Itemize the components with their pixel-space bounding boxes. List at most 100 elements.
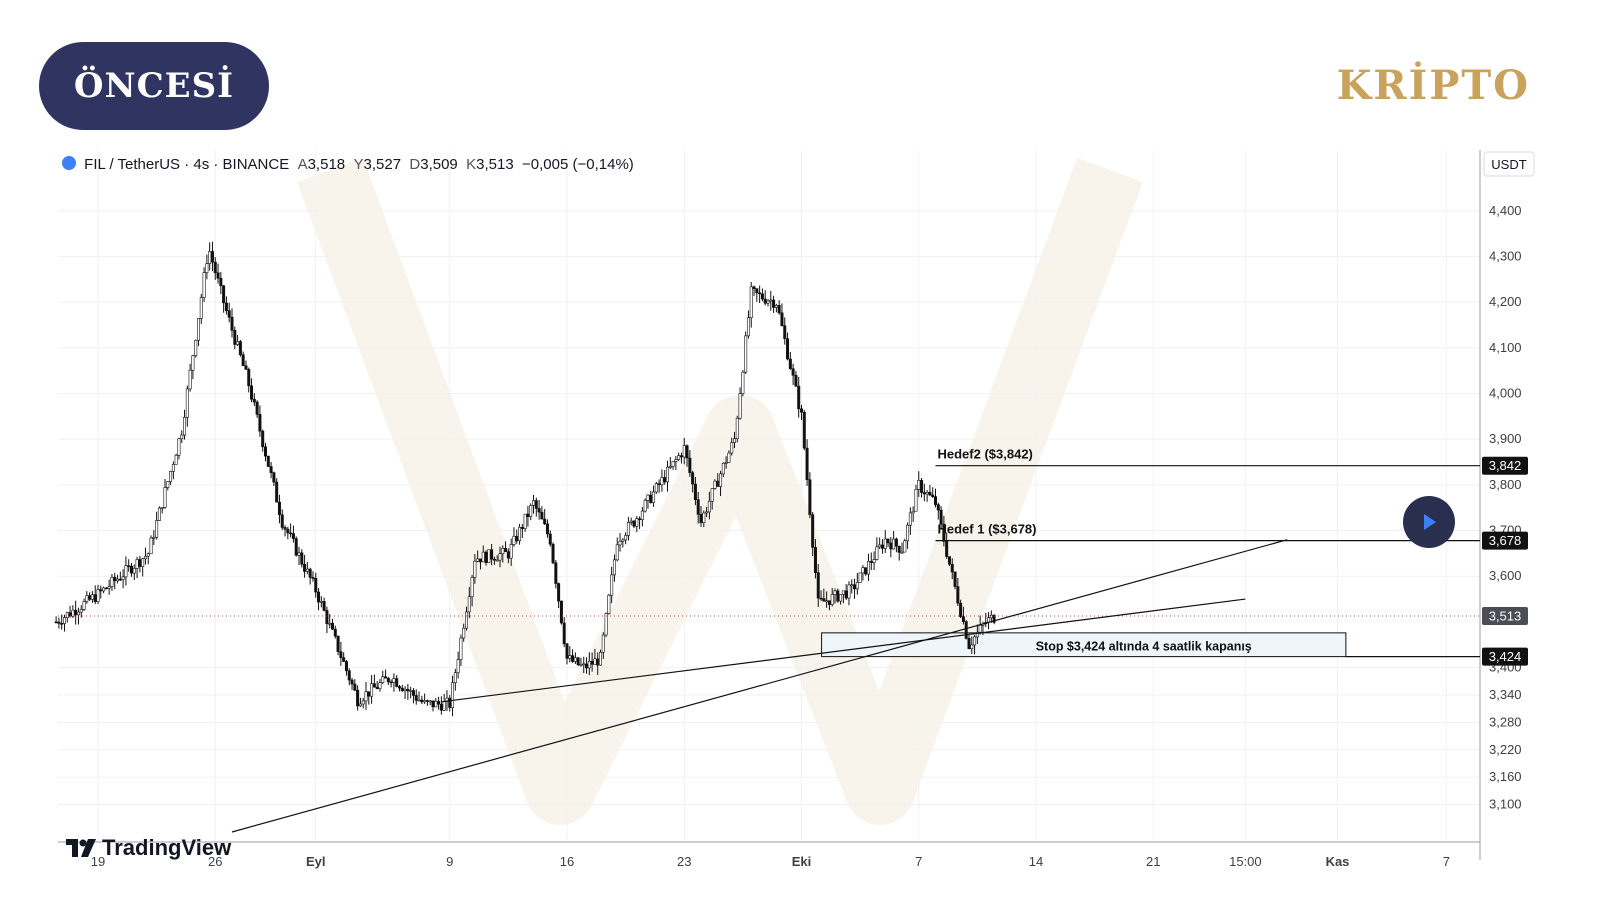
candle-body [464, 611, 468, 629]
play-button[interactable] [1403, 496, 1455, 548]
y-tick-label: 4,100 [1489, 340, 1522, 355]
symbol-label[interactable]: FIL / TetherUS · 4s · BINANCE [84, 156, 290, 173]
candle-body [138, 559, 142, 567]
candle-body [384, 676, 388, 679]
hedef2-label: Hedef2 ($3,842) [938, 447, 1033, 462]
candle-body [99, 589, 103, 592]
tradingview-logo[interactable]: TradingView [66, 835, 231, 861]
candle-body [297, 552, 301, 556]
candle-body [275, 481, 279, 503]
candle-body [744, 335, 748, 373]
candle-body [967, 638, 971, 650]
candle-body [735, 417, 739, 439]
candle-body [473, 560, 477, 578]
candle-body [520, 526, 524, 529]
candle-body [250, 385, 254, 400]
candle-body [682, 445, 686, 458]
candle-body [459, 637, 463, 660]
candle-body [883, 538, 887, 549]
candle-body [774, 305, 778, 308]
candle-body [693, 483, 697, 501]
candle-body [593, 658, 597, 665]
stop-price-tag [1482, 647, 1528, 666]
candle-body [732, 438, 736, 443]
candle-body [116, 578, 120, 582]
candle-body [721, 463, 725, 475]
candle-body [62, 617, 66, 624]
candle-body [839, 594, 843, 602]
candle-body [208, 251, 212, 264]
candle-body [395, 678, 399, 687]
candle-body [339, 651, 343, 658]
candle-body [317, 591, 321, 603]
candle-body [236, 341, 240, 345]
candle-body [805, 447, 809, 481]
candle-body [601, 634, 605, 653]
oncesi-badge: ÖNCESİ [39, 42, 269, 130]
candle-body [420, 699, 424, 703]
candle-body [353, 683, 357, 691]
candle-body [222, 285, 226, 304]
candle-body [328, 622, 332, 625]
candle-body [783, 325, 787, 339]
candle-body [763, 298, 767, 304]
upper-trendline [441, 598, 1246, 703]
candle-body [263, 446, 267, 457]
candle-body [213, 261, 217, 274]
candle-body [135, 559, 139, 569]
candle-body [330, 622, 334, 630]
candle-body [191, 355, 195, 371]
candle-body [531, 500, 535, 506]
y-tick-label: 4,400 [1489, 203, 1522, 218]
candle-body [266, 455, 270, 467]
tradingview-label: TradingView [102, 835, 232, 860]
candle-body [65, 612, 69, 618]
candle-body [392, 678, 396, 683]
candle-body [492, 558, 496, 561]
candle-body [515, 535, 519, 542]
candle-body [185, 388, 189, 418]
candle-body [523, 513, 527, 529]
candle-body [90, 594, 94, 600]
candle-body [308, 568, 312, 578]
candle-body [85, 595, 89, 602]
candle-body [791, 368, 795, 376]
candle-body [82, 601, 86, 610]
candle-body [478, 558, 482, 563]
candle-body [945, 541, 949, 557]
candle-body [833, 590, 837, 595]
candle-body [878, 544, 882, 548]
candle-body [255, 401, 259, 415]
candle-body [794, 374, 798, 387]
candle-body [261, 430, 265, 448]
x-tick-label: 14 [1029, 854, 1043, 869]
candle-body [559, 600, 563, 624]
x-tick-label: Eki [792, 854, 812, 869]
candle-body [487, 549, 491, 563]
hedef1-label: Hedef 1 ($3,678) [938, 522, 1037, 537]
candle-body [585, 663, 589, 669]
candle-body [113, 576, 117, 582]
candle-body [286, 528, 290, 534]
candle-body [545, 523, 549, 535]
candle-body [928, 492, 932, 496]
candle-body [936, 504, 940, 511]
currency-box [1483, 151, 1535, 177]
candle-body [582, 663, 586, 666]
candle-body [978, 625, 982, 633]
candle-body [197, 318, 201, 341]
candle-body [543, 518, 547, 525]
candle-body [403, 688, 407, 692]
candle-body [719, 473, 723, 487]
candle-body [841, 590, 845, 595]
candle-body [973, 636, 977, 646]
candle-body [875, 546, 879, 560]
candle-body [604, 613, 608, 636]
candle-body [364, 691, 368, 702]
candle-body [671, 461, 675, 467]
candle-body [847, 584, 851, 599]
candle-body [635, 518, 639, 527]
candle-body [425, 700, 429, 702]
stop-zone-label: Stop $3,424 altında 4 saatlik kapanış [1036, 640, 1252, 654]
